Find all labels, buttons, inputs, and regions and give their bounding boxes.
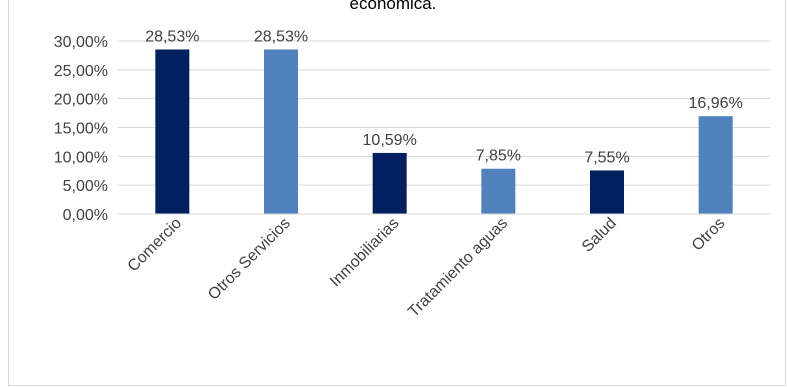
data-label: 10,59% bbox=[363, 132, 417, 149]
data-label: 16,96% bbox=[689, 95, 743, 112]
data-label: 28,53% bbox=[254, 28, 308, 45]
category-label: Tratamiento aguas bbox=[405, 215, 511, 321]
y-tick-label: 5,00% bbox=[63, 178, 108, 195]
category-label: Comercio bbox=[125, 215, 186, 276]
bars bbox=[155, 49, 732, 214]
data-label: 7,55% bbox=[584, 149, 629, 166]
y-tick-label: 25,00% bbox=[54, 63, 108, 80]
y-tick-label: 20,00% bbox=[54, 92, 108, 109]
bar-salud bbox=[590, 170, 624, 214]
chart-title: económica. bbox=[350, 0, 437, 13]
bar-tratamiento-aguas bbox=[481, 169, 515, 214]
data-label: 7,85% bbox=[476, 148, 521, 165]
bar-otros bbox=[699, 116, 733, 214]
y-tick-label: 0,00% bbox=[63, 207, 108, 224]
data-label: 28,53% bbox=[145, 28, 199, 45]
x-axis-category-labels: Comercio Otros Servicios Inmobiliarias Trat… bbox=[125, 215, 729, 321]
category-label: Salud bbox=[579, 215, 620, 256]
bar-otros-servicios bbox=[264, 49, 298, 214]
category-label: Otros Servicios bbox=[205, 215, 294, 304]
data-labels: 28,53% 28,53% 10,59% 7,85% 7,55% 16,96% bbox=[145, 28, 743, 166]
category-label: Otros bbox=[689, 215, 729, 255]
bar-comercio bbox=[155, 49, 189, 214]
y-tick-label: 10,00% bbox=[54, 149, 108, 166]
gridlines bbox=[118, 41, 770, 185]
bar-inmobiliarias bbox=[373, 153, 407, 214]
y-tick-label: 30,00% bbox=[54, 34, 108, 51]
y-axis-tick-labels: 0,00% 5,00% 10,00% 15,00% 20,00% 25,00% 30,00% bbox=[54, 34, 108, 224]
category-label: Inmobiliarias bbox=[327, 215, 403, 291]
y-tick-label: 15,00% bbox=[54, 121, 108, 138]
